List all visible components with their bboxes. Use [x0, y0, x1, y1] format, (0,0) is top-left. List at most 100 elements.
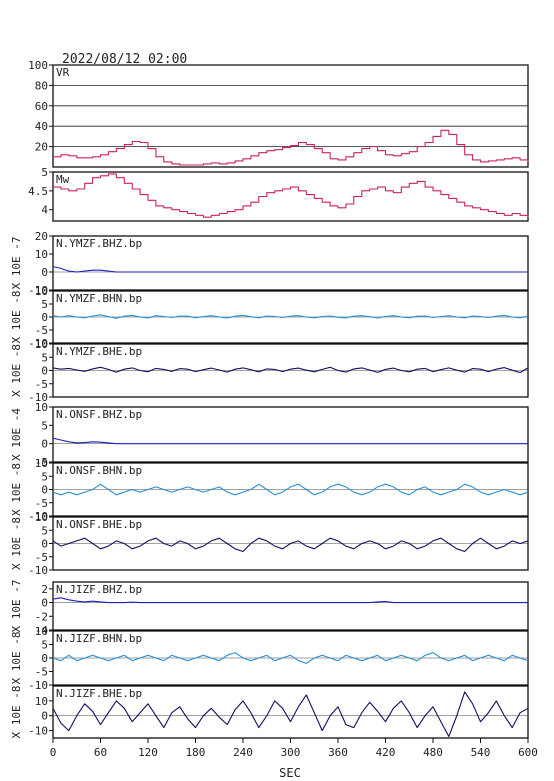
- panel-series-line: [52, 366, 529, 374]
- y-tick-label: 0: [41, 365, 48, 378]
- panel-series-line: [52, 483, 529, 496]
- y-tick-label: 60: [35, 100, 48, 113]
- y-tick-label: 0: [41, 597, 48, 610]
- y-tick-label: -10: [28, 510, 48, 523]
- panel-series-line: [52, 437, 528, 445]
- y-tick-label: 0: [41, 311, 48, 324]
- panel-frame: [52, 581, 529, 631]
- panel-scale-label: X 10E -8: [10, 344, 23, 397]
- panel-6: -5 0 5 10 X 10E -4 N.ONSF.BHZ.bp: [10, 401, 529, 469]
- panel-series-line: [52, 266, 528, 273]
- panel-frame: [52, 171, 529, 222]
- y-tick-label: -10: [28, 284, 48, 297]
- panel-frame: [52, 406, 529, 463]
- timestamp-label: 2022/08/12 02:00: [62, 52, 187, 67]
- y-tick-label: 10: [35, 285, 48, 298]
- y-tick-label: 0: [41, 266, 48, 279]
- panel-series-line: [53, 129, 529, 166]
- panel-series-line: [52, 537, 529, 553]
- y-tick-label: 4.5: [28, 185, 48, 198]
- y-tick-label: 5: [41, 298, 48, 311]
- y-tick-label: -10: [28, 391, 48, 404]
- panel-series-line: [53, 173, 529, 218]
- y-tick-label: 0: [41, 652, 48, 665]
- x-tick-label: 480: [423, 746, 443, 759]
- panel-label: N.JIZF.BHE.bp: [56, 687, 142, 700]
- panel-series-line: [52, 691, 529, 738]
- panel-label: N.JIZF.BHN.bp: [56, 632, 142, 645]
- y-tick-label: 5: [41, 351, 48, 364]
- panel-scale-label: X 10E -8: [10, 686, 23, 739]
- panel-scale-label: X 10E -7: [10, 237, 23, 290]
- panel-scale-label: X 10E -8: [10, 291, 23, 344]
- y-tick-label: -5: [35, 666, 48, 679]
- panel-label: N.ONSF.BHE.bp: [56, 518, 142, 531]
- y-tick-label: 5: [41, 166, 48, 179]
- x-tick-label: 420: [376, 746, 396, 759]
- y-tick-label: 0: [41, 538, 48, 551]
- x-tick-label: 300: [281, 746, 301, 759]
- panel-scale-label: X 10E -4: [10, 408, 23, 461]
- y-tick-label: 5: [41, 470, 48, 483]
- panel-series-line: [52, 652, 529, 664]
- x-tick-label: 120: [138, 746, 158, 759]
- y-tick-label: 10: [35, 338, 48, 351]
- y-tick-label: 5: [41, 639, 48, 652]
- y-tick-label: 80: [35, 79, 48, 92]
- y-tick-label: -5: [35, 324, 48, 337]
- panel-scale-label: X 10E -8: [10, 463, 23, 516]
- y-tick-label: -2: [35, 610, 48, 623]
- x-tick-label: 360: [328, 746, 348, 759]
- x-tick-label: 0: [50, 746, 57, 759]
- y-tick-label: -5: [35, 378, 48, 391]
- y-tick-label: -10: [28, 679, 48, 692]
- y-tick-label: 5: [41, 524, 48, 537]
- panel-label: N.YMZF.BHE.bp: [56, 345, 142, 358]
- y-tick-label: 40: [35, 120, 48, 133]
- y-tick-label: 4: [41, 204, 48, 217]
- y-tick-label: 100: [28, 59, 48, 72]
- y-tick-label: 20: [35, 141, 48, 154]
- x-tick-label: 540: [471, 746, 491, 759]
- panel-label: N.ONSF.BHN.bp: [56, 464, 142, 477]
- x-tick-label: 240: [233, 746, 253, 759]
- panel-scale-label: X 10E -8: [10, 517, 23, 570]
- panel-label: N.YMZF.BHN.bp: [56, 292, 142, 305]
- panel-label: N.ONSF.BHZ.bp: [56, 408, 142, 421]
- y-tick-label: -5: [35, 497, 48, 510]
- panel-3: -10 0 10 20 X 10E -7 N.YMZF.BHZ.bp: [10, 230, 529, 297]
- y-tick-label: 10: [35, 625, 48, 638]
- panel-label: Mw: [56, 173, 70, 186]
- panel-1: 20 40 60 80 100 VR: [28, 59, 529, 168]
- x-axis-label: SEC: [279, 766, 301, 780]
- panel-label: N.YMZF.BHZ.bp: [56, 237, 142, 250]
- y-tick-label: -5: [35, 456, 48, 469]
- y-tick-label: 2: [41, 583, 48, 596]
- x-axis: 0 60 120 180 240 300 360 420 480 540 600: [50, 738, 538, 759]
- panel-scale-label: X 10E -7: [10, 580, 23, 633]
- y-tick-label: -10: [28, 337, 48, 350]
- y-tick-label: 0: [41, 438, 48, 451]
- y-tick-label: 0: [41, 484, 48, 497]
- panel-11: -10 0 10 X 10E -8 N.JIZF.BHE.bp: [10, 685, 529, 739]
- x-tick-label: 60: [94, 746, 107, 759]
- y-tick-label: 20: [35, 230, 48, 243]
- panel-frame: [52, 235, 529, 291]
- panel-frame: [52, 64, 529, 168]
- panel-scale-label: X 10E -8: [10, 632, 23, 685]
- y-tick-label: -10: [28, 725, 48, 738]
- panel-series-line: [52, 597, 528, 604]
- panel-series-line: [52, 314, 529, 319]
- x-tick-label: 600: [518, 746, 538, 759]
- y-tick-label: 10: [35, 401, 48, 414]
- y-tick-label: 10: [35, 695, 48, 708]
- panel-2: 4 4.5 5 Mw: [28, 166, 529, 222]
- y-tick-label: -5: [35, 551, 48, 564]
- panel-label: N.JIZF.BHZ.bp: [56, 583, 142, 596]
